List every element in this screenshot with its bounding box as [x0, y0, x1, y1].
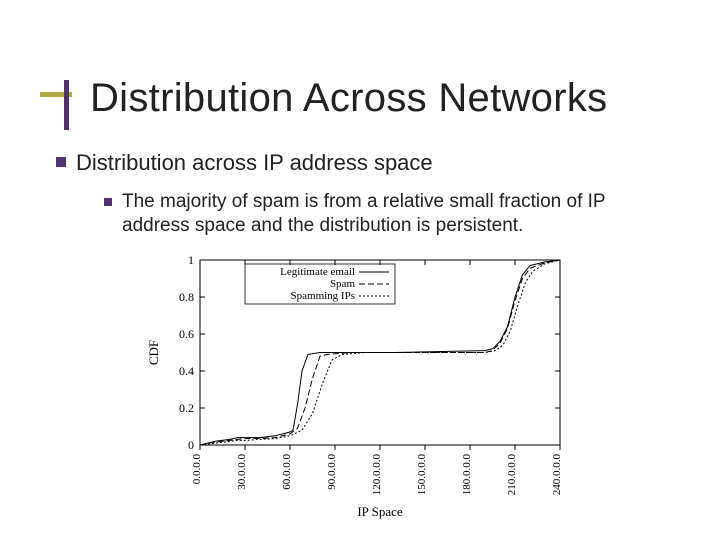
- bullet-icon: [56, 157, 66, 167]
- svg-text:30.0.0.0: 30.0.0.0: [236, 454, 248, 490]
- bullet-level1: Distribution across IP address space: [56, 150, 676, 176]
- svg-text:90.0.0.0: 90.0.0.0: [326, 454, 338, 490]
- bullet1-text: Distribution across IP address space: [76, 150, 433, 176]
- svg-text:60.0.0.0: 60.0.0.0: [281, 454, 293, 490]
- cdf-svg: 0 0.2 0.4 0.6 0.8 1 0.0.0.0 30.0.0.0 60.0.0.0 90.…: [140, 252, 590, 522]
- svg-text:240.0.0.0: 240.0.0.0: [551, 454, 563, 496]
- bullet2-text: The majority of spam is from a relative …: [122, 190, 674, 238]
- svg-text:CDF: CDF: [146, 340, 161, 365]
- svg-text:120.0.0.0: 120.0.0.0: [371, 454, 383, 496]
- bullet-level2: The majority of spam is from a relative …: [104, 190, 674, 238]
- svg-text:180.0.0.0: 180.0.0.0: [461, 454, 473, 496]
- cdf-chart: 0 0.2 0.4 0.6 0.8 1 0.0.0.0 30.0.0.0 60.0.0.0 90.…: [140, 252, 590, 522]
- svg-text:IP Space: IP Space: [357, 504, 403, 519]
- svg-text:Legitimate email: Legitimate email: [280, 266, 355, 278]
- svg-text:0.4: 0.4: [179, 364, 194, 378]
- bullet-icon: [104, 198, 112, 206]
- svg-text:0.8: 0.8: [179, 290, 194, 304]
- accent-bar-vertical: [64, 80, 69, 130]
- svg-text:Spam: Spam: [330, 278, 356, 290]
- slide: Distribution Across Networks Distributio…: [0, 0, 720, 540]
- svg-text:1: 1: [188, 253, 194, 267]
- svg-text:0.0.0.0: 0.0.0.0: [191, 454, 203, 485]
- svg-text:150.0.0.0: 150.0.0.0: [416, 454, 428, 496]
- svg-text:0: 0: [188, 438, 194, 452]
- svg-text:0.6: 0.6: [179, 327, 194, 341]
- svg-text:Spamming IPs: Spamming IPs: [291, 290, 355, 302]
- slide-title: Distribution Across Networks: [90, 76, 607, 121]
- svg-text:210.0.0.0: 210.0.0.0: [506, 454, 518, 496]
- svg-text:0.2: 0.2: [179, 401, 194, 415]
